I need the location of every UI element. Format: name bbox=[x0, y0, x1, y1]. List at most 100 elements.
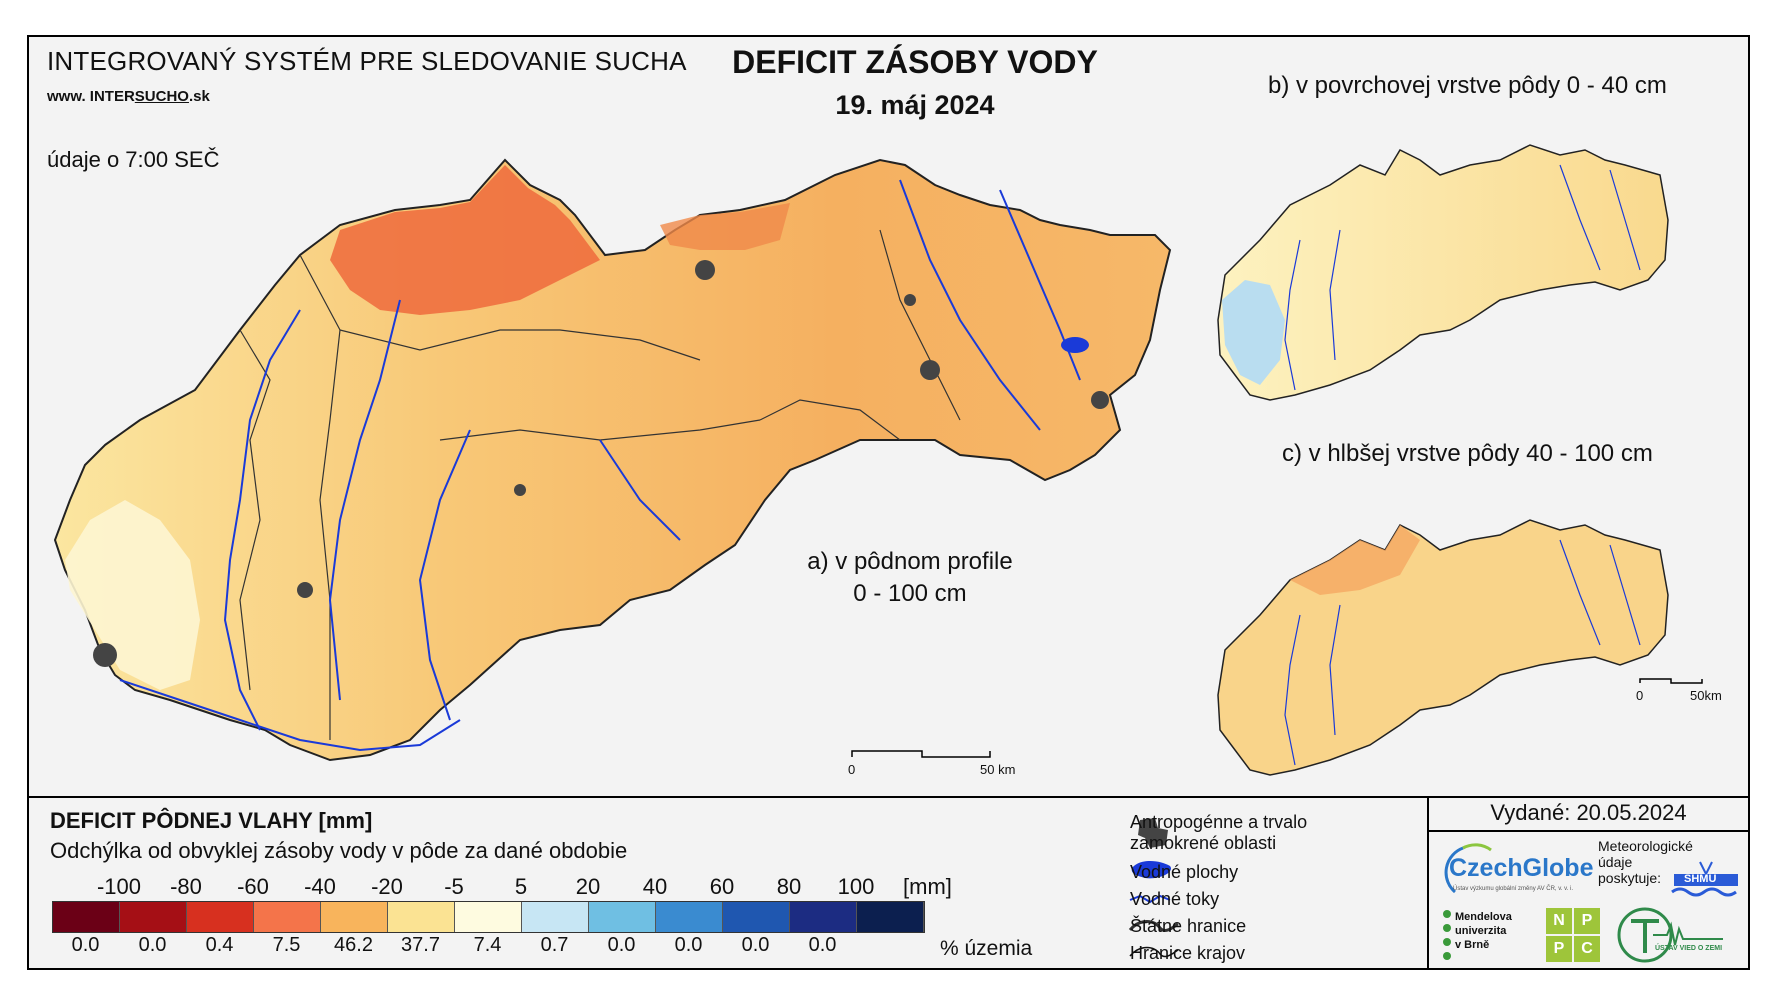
map-b-label: b) v povrchovej vrstve pôdy 0 - 40 cm bbox=[1268, 72, 1667, 99]
colorbar-cell bbox=[187, 902, 254, 932]
legend-percentage: 0.0 bbox=[674, 934, 703, 956]
issued-date: Vydané: 20.05.2024 bbox=[1427, 800, 1750, 832]
legend-water-courses: Vodné toky bbox=[1130, 889, 1220, 909]
legend-tick: 60 bbox=[709, 874, 735, 899]
data-time: údaje o 7:00 SEČ bbox=[47, 147, 220, 172]
czechglobe-text: CzechGlobe bbox=[1449, 854, 1594, 882]
legend-tick: 80 bbox=[776, 874, 802, 899]
main-scale-50: 50 km bbox=[980, 762, 1016, 777]
legend-tick: -5 bbox=[444, 874, 464, 899]
legend-subtitle: Odchýlka od obvyklej zásoby vody v pôde … bbox=[50, 838, 628, 863]
legend-tick: 5 bbox=[514, 874, 528, 899]
mendel-university-logo: Mendelova univerzita v Brně bbox=[1455, 910, 1512, 952]
map-b-territory bbox=[1217, 144, 1669, 401]
colorbar-cell bbox=[321, 902, 388, 932]
colorbar-cell bbox=[589, 902, 656, 932]
main-map bbox=[53, 158, 1172, 762]
shmu-text: SHMÚ bbox=[1684, 873, 1717, 885]
meteo-provider: Meteorologické údaje poskytuje: bbox=[1598, 838, 1693, 886]
meteo-line2: údaje bbox=[1598, 854, 1633, 870]
map-c bbox=[1217, 519, 1669, 776]
map-c-dry-zone bbox=[1290, 525, 1420, 595]
legend-percentage: 0.4 bbox=[205, 934, 234, 956]
site-suffix: .sk bbox=[188, 88, 210, 105]
legend-percentage: 0.0 bbox=[808, 934, 837, 956]
shmu-logo-graphic bbox=[1671, 861, 1738, 897]
legend-tick: -20 bbox=[371, 874, 403, 899]
meteo-line3: poskytuje: bbox=[1598, 870, 1662, 886]
main-map-water-body bbox=[1061, 337, 1089, 353]
legend-tick: -60 bbox=[237, 874, 269, 899]
uvz-logo-graphic bbox=[1617, 907, 1723, 963]
map-b-wet-zone bbox=[1222, 280, 1285, 385]
legend-percentage: 0.0 bbox=[741, 934, 770, 956]
czechglobe-arc-icon bbox=[1444, 843, 1492, 894]
issued-box bbox=[1427, 796, 1750, 970]
mendel-line3: v Brně bbox=[1455, 939, 1490, 951]
site-mid: SUCHO bbox=[134, 88, 189, 105]
map-c-territory bbox=[1217, 519, 1669, 776]
legend-unit: [mm] bbox=[903, 874, 952, 899]
legend-state-border: Štátne hranice bbox=[1130, 916, 1247, 936]
legend-water-bodies: Vodné plochy bbox=[1130, 862, 1239, 882]
map-a-label-line2: 0 - 100 cm bbox=[853, 580, 967, 607]
meteo-line1: Meteorologické bbox=[1598, 838, 1693, 854]
map-c-rivers bbox=[1284, 539, 1641, 766]
map-b bbox=[1217, 144, 1669, 401]
colorbar-cell bbox=[857, 902, 924, 932]
legend-percent-label: % územia bbox=[940, 937, 1033, 960]
legend-percentage: 0.0 bbox=[71, 934, 100, 956]
shmu-logo: SHMÚ bbox=[1670, 860, 1742, 900]
nppc-letter: P bbox=[1546, 936, 1572, 962]
legend-anthropogenic: Antropogénne a trvalo zamokrené oblasti bbox=[1130, 812, 1307, 854]
colorbar-cell bbox=[656, 902, 723, 932]
page-title: DEFICIT ZÁSOBY VODY bbox=[732, 44, 1098, 80]
main-scale-bar bbox=[851, 750, 991, 758]
legend-anthropogenic-line2: zamokrené oblasti bbox=[1130, 833, 1277, 853]
website-link[interactable]: www. INTERSUCHO.sk bbox=[47, 88, 210, 105]
colorbar-cell bbox=[790, 902, 857, 932]
uvz-text: ÚSTAV VIED O ZEMI bbox=[1655, 945, 1723, 952]
legend-area bbox=[27, 796, 1750, 970]
legend-region-border: Hranice krajov bbox=[1130, 943, 1246, 963]
nppc-letter: N bbox=[1546, 908, 1572, 934]
page-date: 19. máj 2024 bbox=[835, 90, 995, 120]
legend-tick: -40 bbox=[304, 874, 336, 899]
uvz-logo: ÚSTAV VIED O ZEMI bbox=[1617, 905, 1727, 965]
nppc-letter: P bbox=[1574, 908, 1600, 934]
map-b-rivers bbox=[1284, 164, 1641, 391]
map-c-label: c) v hlbšej vrstve pôdy 40 - 100 cm bbox=[1282, 440, 1653, 467]
site-prefix: www. INTER bbox=[47, 88, 135, 105]
mendel-line2: univerzita bbox=[1455, 925, 1507, 937]
legend-percentage: 7.4 bbox=[473, 934, 502, 956]
colorbar-cell bbox=[455, 902, 522, 932]
colorbar-cell bbox=[388, 902, 455, 932]
legend-percentage: 0.0 bbox=[138, 934, 167, 956]
main-map-region-borders bbox=[239, 229, 961, 740]
legend-tick: -80 bbox=[170, 874, 202, 899]
colorbar-cell bbox=[723, 902, 790, 932]
colorbar-cell bbox=[522, 902, 589, 932]
legend-tick: 100 bbox=[837, 874, 875, 899]
colorbar-cell bbox=[53, 902, 120, 932]
legend-colorbar bbox=[52, 901, 925, 933]
legend-tick: 20 bbox=[575, 874, 601, 899]
legend-percentage: 46.2 bbox=[334, 934, 373, 956]
main-map-rivers bbox=[119, 179, 1081, 752]
main-scale-0: 0 bbox=[848, 762, 856, 777]
legend-tick: 40 bbox=[642, 874, 668, 899]
czechglobe-logo: CzechGlobe Ústav výzkumu globální změny … bbox=[1433, 840, 1593, 902]
map-a-label-line1: a) v pôdnom profile bbox=[807, 548, 1013, 575]
legend-tick: -100 bbox=[96, 874, 142, 899]
main-map-dry-zone bbox=[330, 165, 600, 315]
small-scale-0: 0 bbox=[1636, 688, 1644, 703]
mendel-line1: Mendelova bbox=[1455, 911, 1512, 923]
small-scale-50: 50km bbox=[1690, 688, 1722, 703]
nppc-letter: C bbox=[1574, 936, 1600, 962]
colorbar-cell bbox=[120, 902, 187, 932]
legend-percentage: 7.5 bbox=[272, 934, 301, 956]
system-title: INTEGROVANÝ SYSTÉM PRE SLEDOVANIE SUCHA bbox=[47, 46, 687, 76]
mendel-dots-icon bbox=[1443, 910, 1451, 960]
legend-anthropogenic-line1: Antropogénne a trvalo bbox=[1130, 812, 1308, 832]
